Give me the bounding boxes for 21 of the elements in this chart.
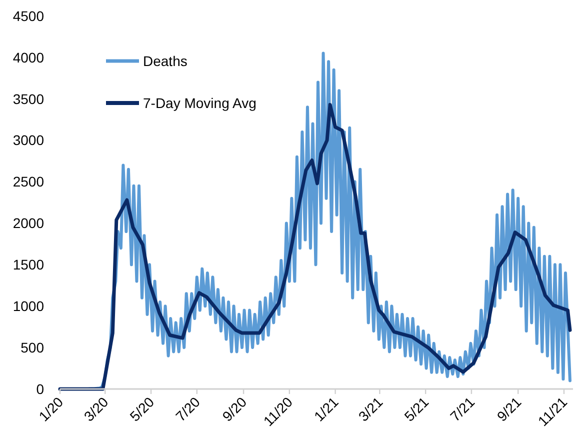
y-tick-label: 3500 — [12, 90, 44, 107]
x-tick-label: 1/21 — [310, 394, 342, 424]
y-tick-label: 1000 — [12, 298, 44, 314]
x-tick-label: 5/21 — [401, 394, 432, 424]
y-tick-label: 4000 — [12, 49, 44, 66]
x-tick-label: 3/21 — [355, 394, 386, 424]
y-tick-label: 3000 — [12, 132, 44, 148]
y-tick-label: 2000 — [12, 215, 44, 232]
y-tick-label: 4500 — [12, 8, 44, 24]
y-tick-label: 500 — [20, 339, 44, 356]
y-tick-label: 2500 — [12, 174, 44, 190]
legend-label: 7-Day Moving Avg — [143, 94, 256, 111]
x-tick-label: 9/21 — [494, 394, 524, 424]
y-tick-label: 0 — [36, 380, 44, 397]
x-tick-label: 7/20 — [172, 394, 204, 424]
legend-label: Deaths — [143, 52, 188, 69]
x-tick-label: 5/20 — [126, 394, 158, 424]
x-tick-label: 3/20 — [80, 394, 112, 424]
x-tick-label: 9/20 — [219, 394, 250, 424]
y-tick-label: 1500 — [12, 256, 44, 273]
x-tick-label: 7/21 — [446, 394, 478, 424]
